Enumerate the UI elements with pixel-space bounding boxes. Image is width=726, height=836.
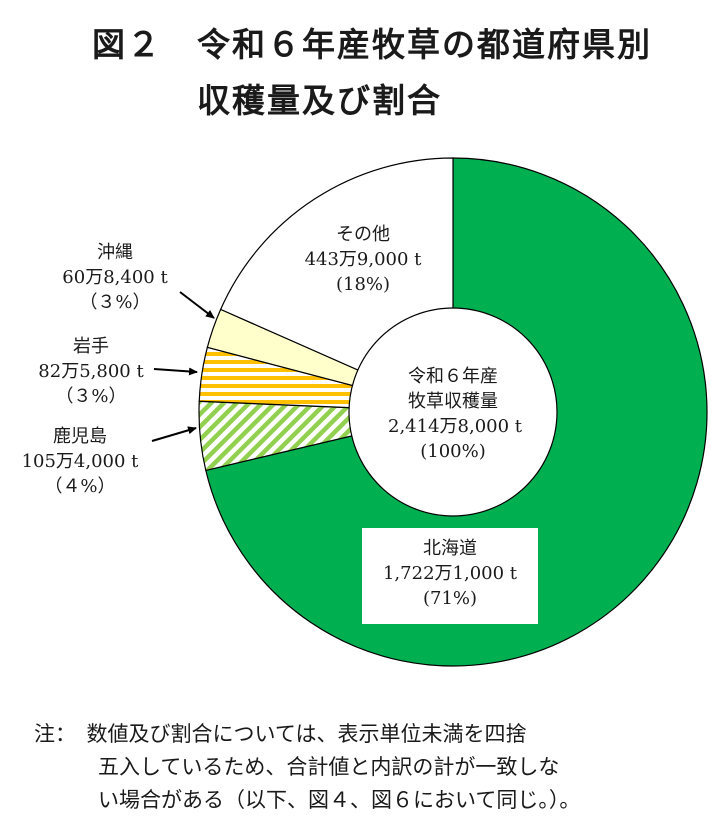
- hokkaido-pct: (71%): [422, 588, 478, 609]
- other-pct: (18%): [335, 274, 391, 295]
- kagoshima-name: 鹿児島: [53, 426, 107, 447]
- total-value: 2,414万8,000 t: [388, 416, 523, 437]
- okinawa-arrow: [179, 291, 215, 319]
- footnote: 注： 数値及び割合については、表示単位未満を四捨 五入しているため、合計値と内訳…: [34, 718, 706, 817]
- chart-title-line1: 図２ 令和６年産牧草の都道府県別: [92, 25, 652, 64]
- total-label-line1: 令和６年産: [408, 366, 498, 387]
- total-label-line2: 牧草収穫量: [408, 391, 498, 412]
- iwate-label: 岩手 82万5,800 t （３%）: [26, 334, 156, 409]
- other-label: その他 443万9,000 t (18%): [298, 222, 428, 297]
- kagoshima-value: 105万4,000 t: [21, 451, 139, 472]
- footnote-line3: い場合がある（以下、図４、図６において同じ。）。: [98, 788, 581, 812]
- okinawa-pct: （３%）: [79, 292, 151, 313]
- iwate-pct: （３%）: [55, 386, 127, 407]
- okinawa-label: 沖縄 60万8,400 t （３%）: [50, 240, 180, 315]
- footnote-line1: 注： 数値及び割合については、表示単位未満を四捨: [34, 722, 527, 746]
- okinawa-value: 60万8,400 t: [62, 267, 168, 288]
- chart-title-line2: 収穫量及び割合: [197, 81, 442, 120]
- donut-hole: [348, 307, 558, 517]
- total-pct: (100%): [420, 441, 486, 462]
- kagoshima-arrow: [151, 426, 197, 442]
- other-value: 443万9,000 t: [304, 249, 422, 270]
- hokkaido-label-box: [362, 528, 538, 624]
- iwate-name: 岩手: [73, 336, 109, 357]
- iwate-value: 82万5,800 t: [38, 361, 144, 382]
- other-name: その他: [336, 224, 390, 245]
- total-label: 令和６年産 牧草収穫量 2,414万8,000 t (100%): [388, 364, 523, 464]
- kagoshima-pct: （４%）: [44, 476, 116, 497]
- hokkaido-label: 北海道 1,722万1,000 t (71%): [362, 536, 538, 611]
- kagoshima-label: 鹿児島 105万4,000 t （４%）: [10, 424, 150, 499]
- hokkaido-value: 1,722万1,000 t: [382, 563, 517, 584]
- iwate-arrow: [153, 367, 198, 376]
- hokkaido-name: 北海道: [423, 538, 477, 559]
- footnote-line2: 五入しているため、合計値と内訳の計が一致しな: [98, 755, 560, 779]
- okinawa-name: 沖縄: [97, 242, 133, 263]
- donut-chart: [151, 157, 708, 667]
